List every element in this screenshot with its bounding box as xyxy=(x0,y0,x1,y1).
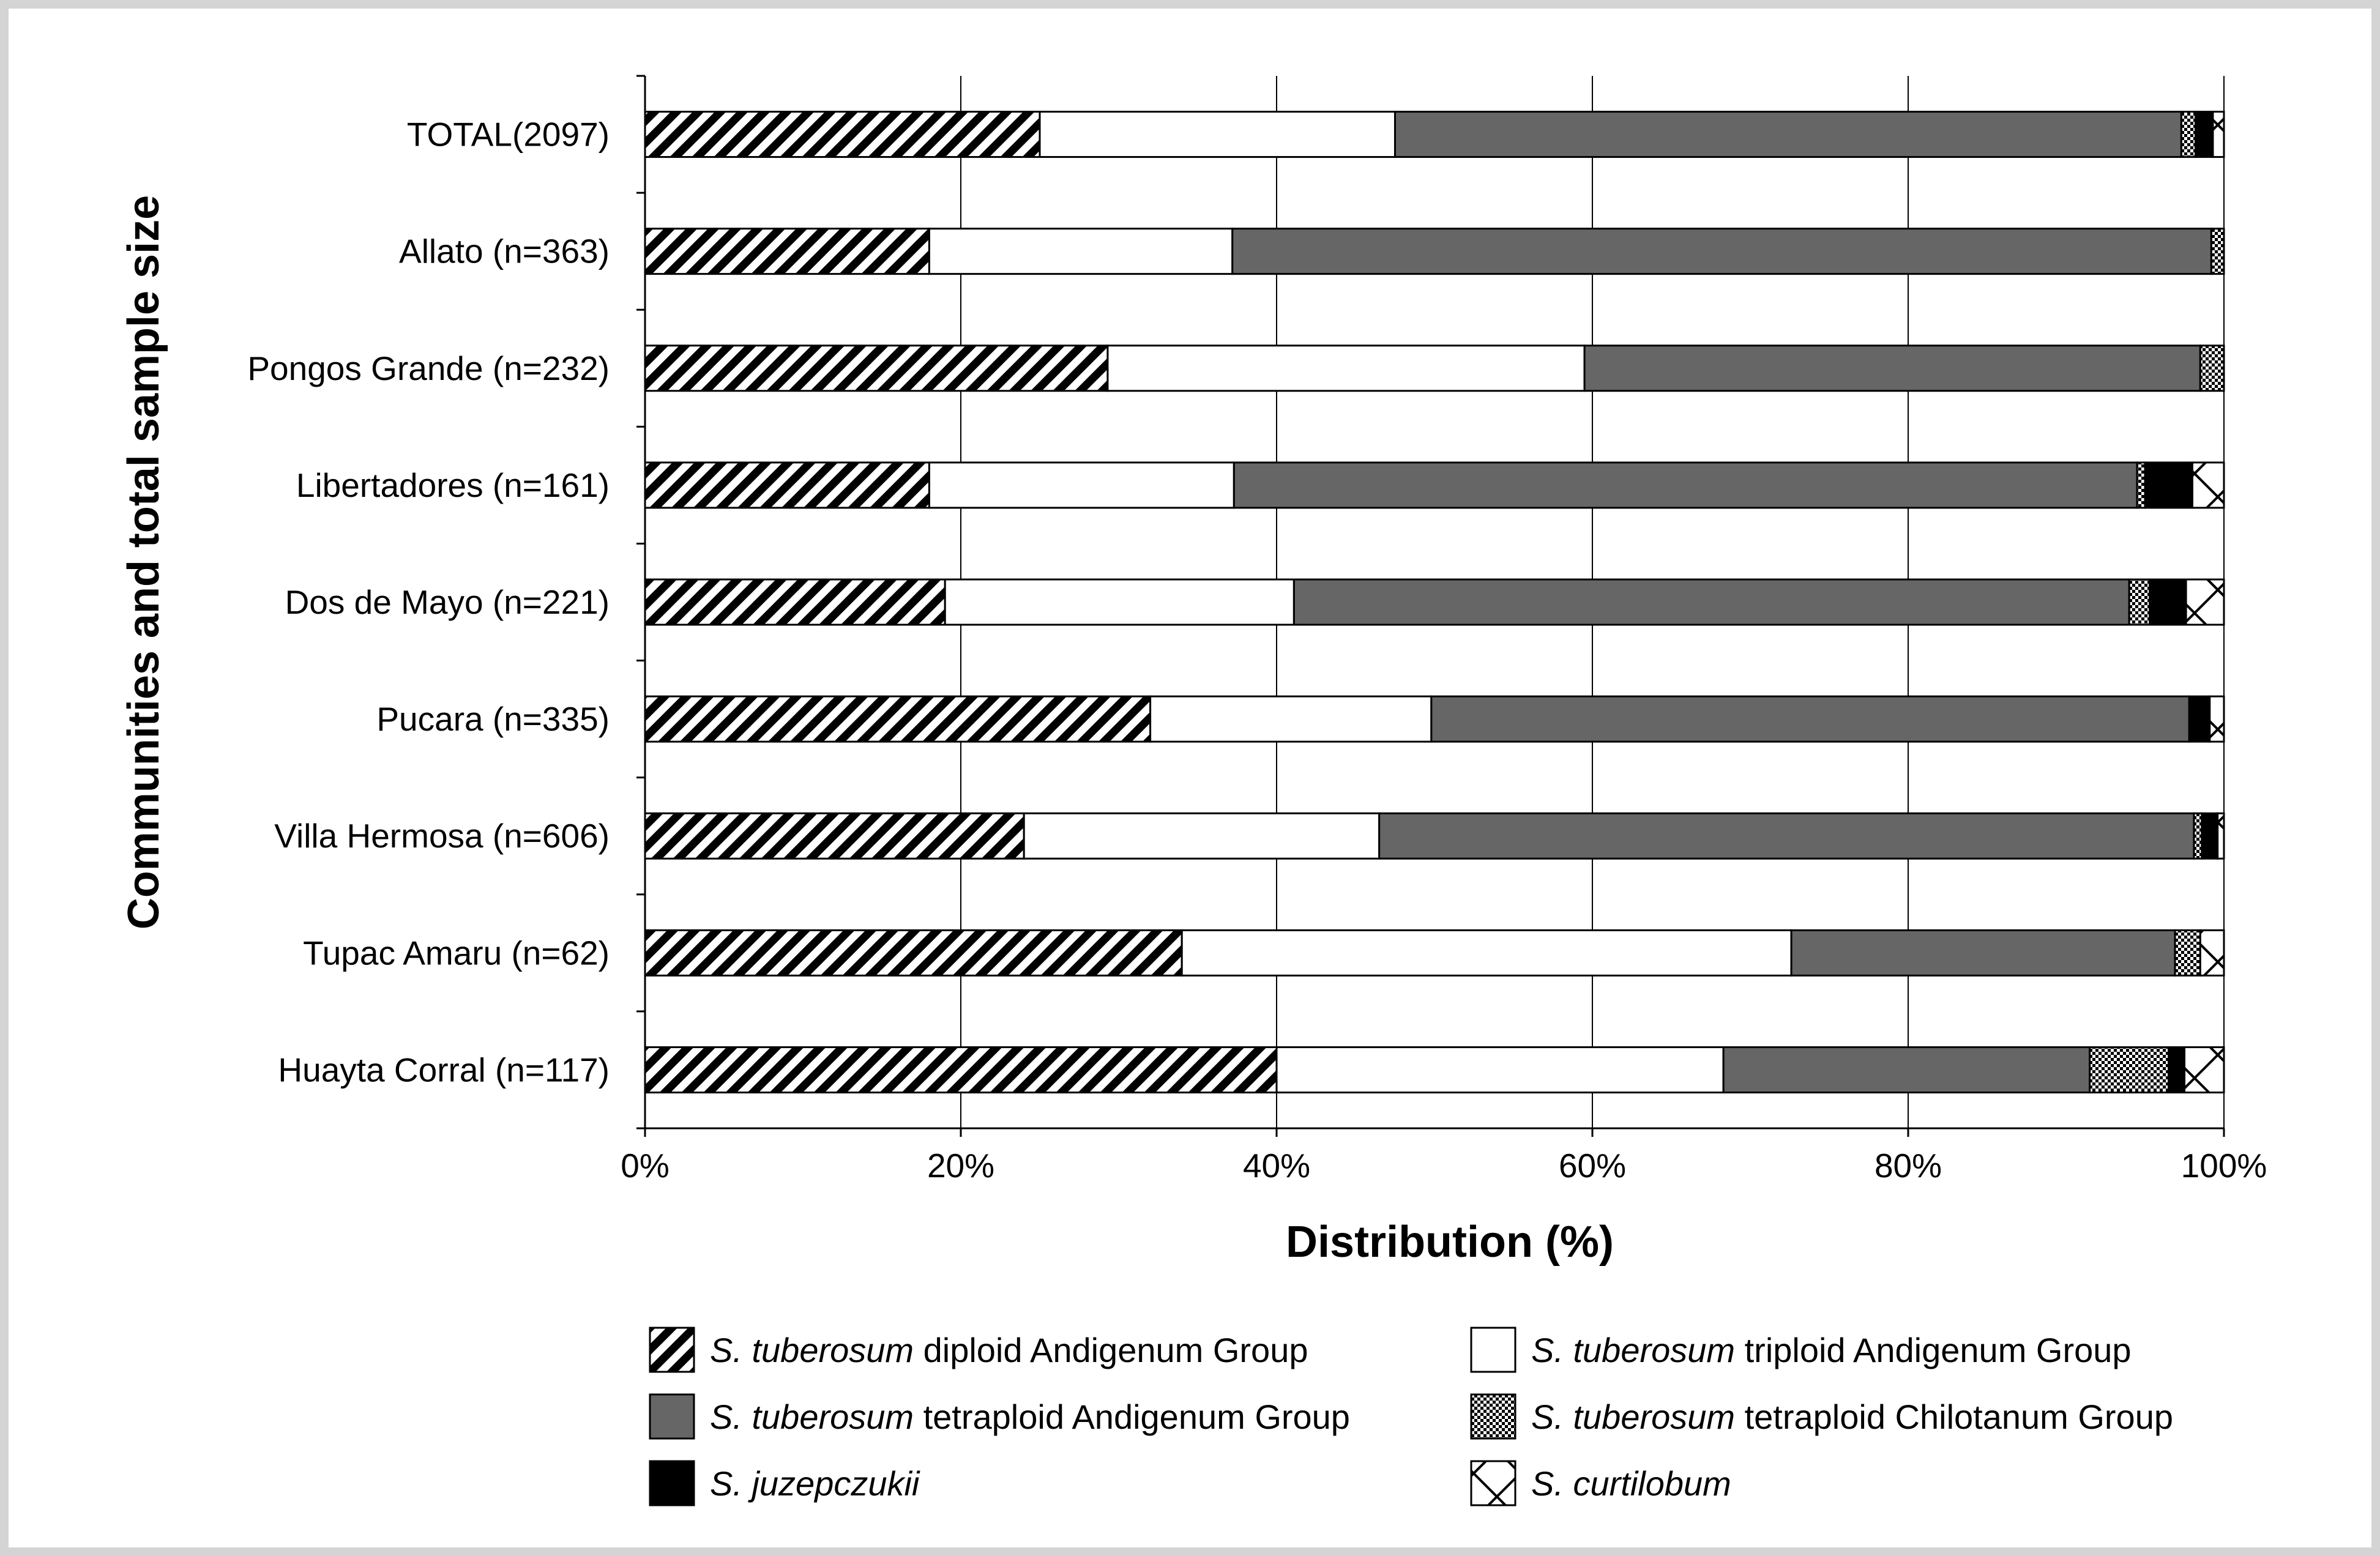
category-label: Villa Hermosa (n=606) xyxy=(274,817,610,855)
legend-label-1: S. tuberosum triploid Andigenum Group xyxy=(1531,1331,2132,1369)
legend-label-italic: S. tuberosum xyxy=(710,1331,914,1369)
bar-segment-4-1 xyxy=(944,578,1295,626)
category-label: Pucara (n=335) xyxy=(376,700,610,738)
x-axis-title: Distribution (%) xyxy=(1286,1218,1614,1267)
x-tick-label: 60% xyxy=(1559,1147,1626,1185)
legend-label-rest: tetraploid Chilotanum Group xyxy=(1735,1398,2173,1436)
bar-segment-1-3 xyxy=(2210,228,2225,275)
legend-label-rest: triploid Andigenum Group xyxy=(1735,1331,2132,1369)
bar-segment-4-0 xyxy=(644,578,946,626)
bar-segment-0-5 xyxy=(2212,111,2225,158)
bar-segment-8-0 xyxy=(644,1046,1278,1093)
bar-segment-6-1 xyxy=(1023,812,1381,860)
legend-label-4: S. juzepczukii xyxy=(710,1464,920,1503)
bar-segment-8-3 xyxy=(2089,1046,2170,1093)
bar-segment-1-1 xyxy=(928,228,1234,275)
bar-segment-5-1 xyxy=(1149,695,1433,743)
legend-label-italic: S. tuberosum xyxy=(1531,1398,1735,1436)
legend-swatch-5 xyxy=(1470,1460,1516,1506)
bar-segment-4-5 xyxy=(2185,578,2225,626)
bar-segment-0-4 xyxy=(2195,111,2214,158)
bar-segment-0-1 xyxy=(1039,111,1396,158)
legend-label-rest: tetraploid Andigenum Group xyxy=(914,1398,1350,1436)
x-tick-label: 100% xyxy=(2181,1147,2267,1185)
bar-segment-4-3 xyxy=(2128,578,2151,626)
category-label: Tupac Amaru (n=62) xyxy=(303,934,610,972)
bar-segment-5-5 xyxy=(2209,695,2225,743)
bar-segment-3-4 xyxy=(2144,461,2193,509)
bar-segment-6-2 xyxy=(1378,812,2195,860)
x-tick-label: 40% xyxy=(1243,1147,1310,1185)
bar-segment-2-0 xyxy=(644,344,1109,392)
legend-swatch-0 xyxy=(649,1327,695,1373)
chart-frame: Communities and total sample size Distri… xyxy=(9,9,2371,1547)
bar-segment-3-3 xyxy=(2136,461,2146,509)
bar-segment-2-1 xyxy=(1106,344,1586,392)
bar-segment-7-1 xyxy=(1181,929,1792,977)
category-label: Pongos Grande (n=232) xyxy=(247,349,610,387)
bar-segment-6-0 xyxy=(644,812,1025,860)
bar-segment-7-0 xyxy=(644,929,1183,977)
category-label: Allato (n=363) xyxy=(399,233,610,270)
stacked-bar-chart: Communities and total sample size Distri… xyxy=(119,75,2267,1506)
bar-segment-4-4 xyxy=(2149,578,2187,626)
legend-swatch-1 xyxy=(1470,1327,1516,1373)
y-axis-title: Communities and total sample size xyxy=(119,195,168,929)
bar-segment-8-4 xyxy=(2168,1046,2185,1093)
category-label: Huayta Corral (n=117) xyxy=(278,1051,610,1089)
bar-segment-8-1 xyxy=(1275,1046,1725,1093)
bar-segment-5-2 xyxy=(1430,695,2190,743)
bar-segment-1-0 xyxy=(644,228,930,275)
x-tick-label: 20% xyxy=(927,1147,994,1185)
legend-swatch-2 xyxy=(649,1393,695,1440)
bar-segment-0-3 xyxy=(2180,111,2197,158)
bar-segment-2-3 xyxy=(2199,344,2225,392)
legend-swatch-3 xyxy=(1470,1393,1516,1440)
bar-segment-3-0 xyxy=(644,461,930,509)
category-label: Libertadores (n=161) xyxy=(296,466,610,504)
bar-segment-4-2 xyxy=(1293,578,2130,626)
category-label: TOTAL(2097) xyxy=(407,116,610,154)
legend-label-0: S. tuberosum diploid Andigenum Group xyxy=(710,1331,1308,1369)
bar-segment-6-4 xyxy=(2201,812,2219,860)
legend-label-3: S. tuberosum tetraploid Chilotanum Group xyxy=(1531,1398,2173,1436)
bar-segment-7-5 xyxy=(2199,929,2225,977)
bar-segment-0-2 xyxy=(1394,111,2182,158)
bar-segment-6-5 xyxy=(2217,812,2225,860)
legend-label-italic: S. tuberosum xyxy=(1531,1331,1735,1369)
bar-segment-8-2 xyxy=(1722,1046,2091,1093)
legend-label-italic: S. juzepczukii xyxy=(710,1464,920,1503)
legend-label-rest: diploid Andigenum Group xyxy=(914,1331,1308,1369)
legend-label-italic: S. curtilobum xyxy=(1531,1464,1731,1503)
category-label: Dos de Mayo (n=221) xyxy=(285,583,610,621)
legend-swatch-4 xyxy=(649,1460,695,1506)
bar-segment-1-2 xyxy=(1231,228,2212,275)
x-tick-label: 0% xyxy=(621,1147,670,1185)
bar-segment-0-0 xyxy=(644,111,1041,158)
bar-segment-8-5 xyxy=(2184,1046,2225,1093)
x-tick-label: 80% xyxy=(1875,1147,1942,1185)
bar-segment-2-2 xyxy=(1583,344,2201,392)
legend-label-2: S. tuberosum tetraploid Andigenum Group xyxy=(710,1398,1350,1436)
bar-segment-5-0 xyxy=(644,695,1152,743)
bar-segment-3-5 xyxy=(2191,461,2225,509)
legend-label-5: S. curtilobum xyxy=(1531,1464,1731,1503)
bar-segment-7-2 xyxy=(1790,929,2176,977)
bar-segment-7-3 xyxy=(2174,929,2201,977)
legend-label-italic: S. tuberosum xyxy=(710,1398,914,1436)
bar-segment-3-2 xyxy=(1233,461,2138,509)
bar-segment-5-4 xyxy=(2188,695,2211,743)
bar-segment-3-1 xyxy=(928,461,1235,509)
bar-segment-6-3 xyxy=(2193,812,2203,860)
